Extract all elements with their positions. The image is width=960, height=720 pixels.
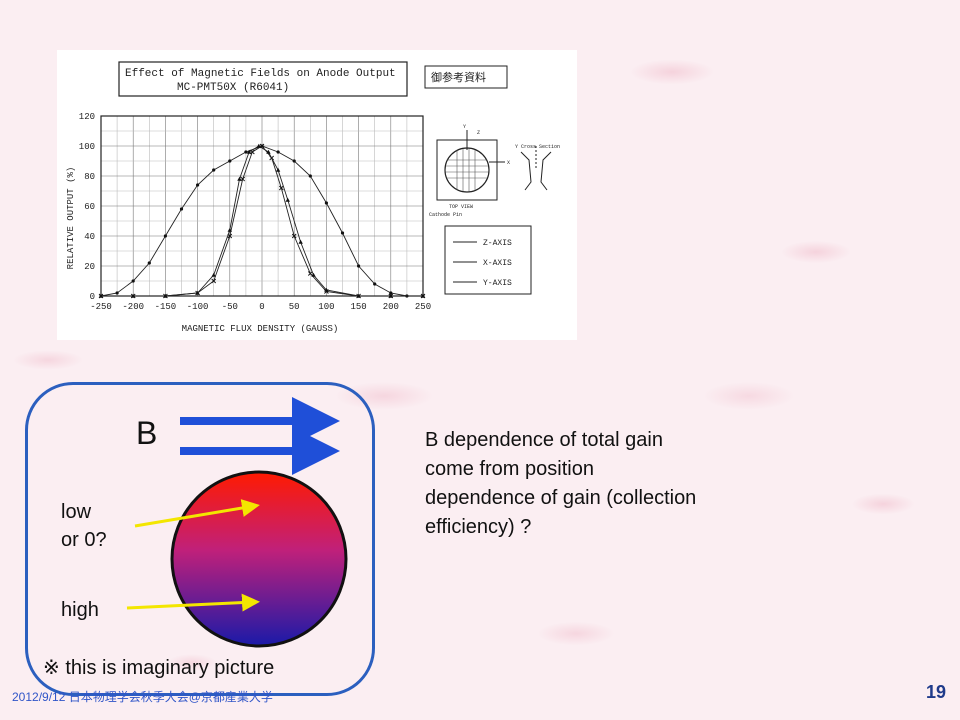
x-tick-label: 100 [318,302,334,312]
scanned-chart-figure: Effect of Magnetic Fields on Anode Outpu… [57,50,577,340]
inset-top-view: TOP VIEW [449,204,473,210]
y-tick-label: 40 [84,232,95,242]
diagram-svg [126,397,348,648]
x-tick-label: 0 [259,302,264,312]
x-tick-label: -150 [155,302,177,312]
high-label: high [61,599,99,621]
pmt-top-view-inset: Y Z X TOP VIEW Cathode Pin Y Cross Secti… [429,124,560,218]
point-z-axis [196,183,200,187]
point-x-axis [291,233,297,239]
chart-subtitle: MC-PMT50X (R6041) [177,82,289,94]
x-tick-label: -250 [90,302,112,312]
plot-area: -250 -200 -150 -100 -50 0 50 100 150 200 250 0 20 40 6… [79,112,431,312]
inset-x-label: X [507,160,510,166]
pmt-diagram: B low or 0? high [25,382,375,696]
pointer-high [126,593,260,612]
footer-text: 2012/9/12 日本物理学会秋季大会@京都産業大学 [12,690,273,704]
chart-legend: Z-AXIS X-AXIS Y-AXIS [444,225,532,295]
point-z-axis [276,150,280,154]
pmt-cathode-circle [170,470,348,648]
point-z-axis [308,174,312,178]
y-tick-label: 0 [90,292,95,302]
description-text: B dependence of total gain come from pos… [425,429,697,538]
point-y-axis [256,143,261,148]
point-y-axis [211,272,216,277]
y-tick-label: 120 [79,112,95,122]
point-y-axis [98,293,104,298]
point-x-axis [211,278,217,284]
low-label-line1: low [61,501,92,523]
point-z-axis [163,234,167,238]
x-tick-label: 150 [350,302,366,312]
legend-label-z-axis: Z-AXIS [483,239,512,248]
pointer-low [134,499,260,528]
chart-svg: Effect of Magnetic Fields on Anode Outpu… [66,61,560,334]
point-x-axis [279,185,284,191]
x-axis-label: MAGNETIC FLUX DENSITY (GAUSS) [182,324,339,334]
point-y-axis [237,176,242,181]
point-z-axis [340,231,345,235]
y-tick-label: 80 [84,172,95,182]
low-label-line2: or 0? [61,529,107,551]
b-field-label: B [136,415,158,451]
x-tick-label: -200 [122,302,144,312]
chart-badge: 御参考資料 [431,70,486,85]
point-z-axis [357,264,361,268]
y-tick-label: 20 [84,262,95,272]
x-tick-label: 200 [383,302,399,312]
plot-frame [100,115,424,297]
point-z-axis [373,282,377,286]
page-number: 19 [925,682,946,702]
point-y-axis [246,149,252,154]
inset-cathode-pin: Cathode Pin [429,212,462,218]
imaginary-picture-note: ※ this is imaginary picture [43,657,275,679]
point-y-axis [298,239,303,244]
point-y-axis [227,227,232,232]
point-y-axis [420,293,426,298]
point-y-axis [131,293,136,298]
point-y-axis [285,197,290,202]
point-z-axis [212,168,216,172]
point-z-axis [131,279,135,283]
legend-label-x-axis: X-AXIS [483,259,512,268]
point-y-axis [266,149,271,154]
point-y-axis [324,287,329,292]
point-z-axis [228,159,232,163]
point-z-axis [292,159,296,163]
point-y-axis [388,293,393,298]
point-x-axis [307,271,313,276]
point-y-axis [356,293,361,298]
point-z-axis [324,201,328,205]
inset-cross-section: Y Cross Section [515,144,560,150]
point-z-axis [244,150,248,154]
x-tick-label: 50 [289,302,300,312]
inset-y-label: Y [463,124,466,130]
x-tick-label: -50 [222,302,238,312]
legend-label-y-axis: Y-AXIS [483,279,512,288]
point-z-axis [389,291,393,295]
chart-title: Effect of Magnetic Fields on Anode Outpu… [125,68,396,80]
inset-z-label: Z [477,130,480,136]
point-y-axis [195,290,200,295]
y-tick-label: 60 [84,202,95,212]
y-axis-label: RELATIVE OUTPUT (%) [66,167,76,270]
point-y-axis [275,167,281,172]
x-tick-label: 250 [415,302,431,312]
y-tick-label: 100 [79,142,95,152]
point-z-axis [115,291,119,295]
x-tick-label: -100 [187,302,209,312]
point-z-axis [179,207,184,211]
series-line-y-axis [101,145,423,297]
point-y-axis [311,272,316,277]
point-y-axis [163,293,168,298]
point-z-axis [147,261,151,265]
